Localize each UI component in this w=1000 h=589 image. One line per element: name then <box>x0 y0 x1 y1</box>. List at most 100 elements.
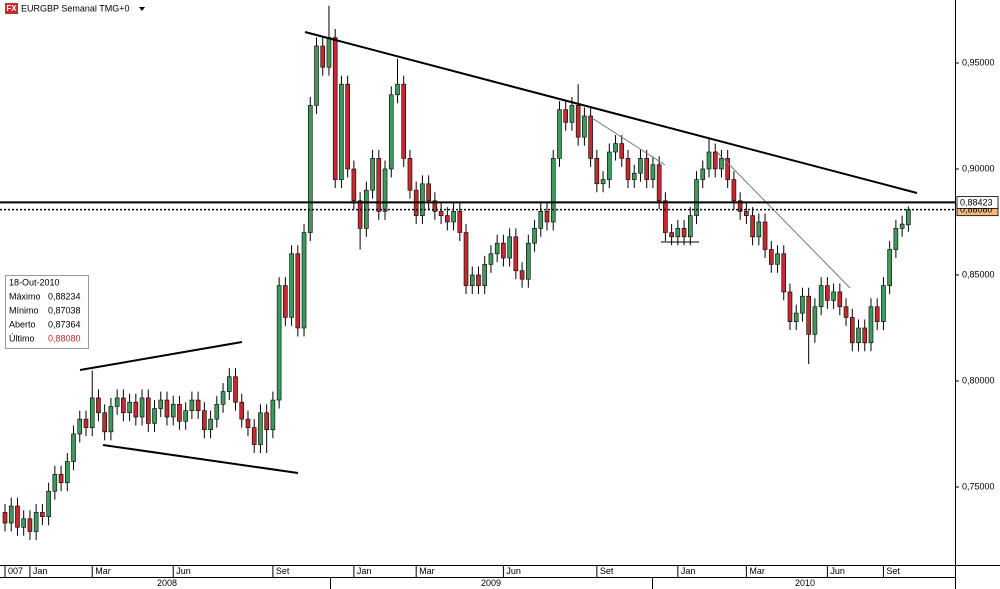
x-tick-label: 007 <box>8 566 23 576</box>
candle-body <box>407 158 413 191</box>
candle-body <box>812 306 818 335</box>
candle-body <box>544 211 550 223</box>
candle-body <box>376 158 382 212</box>
candle-body <box>426 183 431 202</box>
x-tick-label: Jun <box>506 566 521 576</box>
candle-body <box>177 403 182 422</box>
candle-body <box>681 228 687 238</box>
x-tick-label: Set <box>276 566 290 576</box>
candle-body <box>170 403 176 418</box>
candle-body <box>868 306 874 344</box>
candle-body <box>756 221 762 238</box>
candle-body <box>432 200 438 212</box>
y-tick-label: 0,80000 <box>962 375 995 385</box>
candle-body <box>445 215 450 223</box>
candle-body <box>65 461 70 484</box>
candle-body <box>837 291 843 308</box>
candle-body <box>220 391 226 405</box>
candle-body <box>114 397 120 407</box>
candle-body <box>226 376 232 392</box>
candle-body <box>283 285 288 318</box>
candle-body <box>519 270 525 280</box>
candle-body <box>2 512 8 524</box>
candle-body <box>152 408 157 424</box>
info-value: 0,87038 <box>48 305 81 315</box>
candle-body <box>40 512 45 517</box>
info-date: 18-Out-2010 <box>9 277 60 287</box>
candle-body <box>737 200 743 212</box>
x-tick-label: Jun <box>830 566 845 576</box>
candle-body <box>382 168 388 212</box>
candle-body <box>339 83 344 180</box>
candle-body <box>58 473 64 484</box>
x-tick-label: Mar <box>749 566 765 576</box>
candle-body <box>588 115 593 159</box>
candle-body <box>793 312 799 322</box>
dropdown-arrow[interactable] <box>139 7 145 11</box>
candles <box>2 5 911 540</box>
candle-body <box>694 179 699 216</box>
logo-text: FX <box>6 4 17 13</box>
candle-body <box>563 109 569 123</box>
candle-body <box>507 236 512 259</box>
info-value: 0,88234 <box>48 291 81 301</box>
info-box <box>5 275 89 349</box>
candle-body <box>46 490 51 517</box>
candle-body <box>183 410 188 422</box>
price-tag <box>956 196 999 209</box>
y-tick-label: 0,85000 <box>962 269 995 279</box>
candle-body <box>270 399 276 431</box>
info-value: 0,88080 <box>48 333 81 343</box>
candle-body <box>494 242 500 255</box>
candle-body <box>214 403 220 420</box>
candle-body <box>476 274 481 286</box>
year-label: 2009 <box>481 578 501 588</box>
candle-body <box>650 164 656 180</box>
x-tick-label: Set <box>600 566 614 576</box>
candle-body <box>569 105 575 123</box>
candle-body <box>307 105 313 233</box>
candle-body <box>301 232 307 329</box>
year-label: 2010 <box>795 578 815 588</box>
candle-body <box>158 399 164 409</box>
candle-body <box>370 158 375 191</box>
candle-body <box>825 285 830 301</box>
candle-body <box>451 211 456 223</box>
candle-body <box>906 209 911 226</box>
candle-body <box>594 158 600 185</box>
candle-body <box>133 401 139 418</box>
candle-body <box>538 211 544 229</box>
candle-body <box>631 172 637 180</box>
candle-body <box>862 327 868 344</box>
candle-body <box>276 285 282 401</box>
x-tick-label: Jan <box>681 566 696 576</box>
candle-body <box>893 228 899 250</box>
candle-body <box>607 151 612 180</box>
candle-body <box>806 295 811 335</box>
candle-body <box>712 151 718 170</box>
candle-body <box>195 399 201 411</box>
candle-body <box>388 94 394 170</box>
candle-body <box>787 291 793 322</box>
candle-body <box>625 158 631 180</box>
candle-body <box>644 158 649 180</box>
candle-body <box>202 410 207 431</box>
candle-body <box>127 401 132 414</box>
candle-body <box>818 285 824 308</box>
candle-body <box>750 215 755 238</box>
candle-body <box>700 168 706 180</box>
candle-body <box>208 418 213 431</box>
candle-body <box>843 306 849 318</box>
candle-body <box>21 518 26 528</box>
info-value: 0,87364 <box>48 319 81 329</box>
candle-body <box>264 412 269 431</box>
trend-line <box>304 31 918 194</box>
candle-body <box>395 83 400 96</box>
candle-body <box>532 228 537 244</box>
candle-body <box>332 37 338 180</box>
year-label: 2008 <box>157 578 177 588</box>
candle-body <box>345 83 350 170</box>
logo <box>5 3 18 14</box>
x-tick-label: Jun <box>176 566 191 576</box>
